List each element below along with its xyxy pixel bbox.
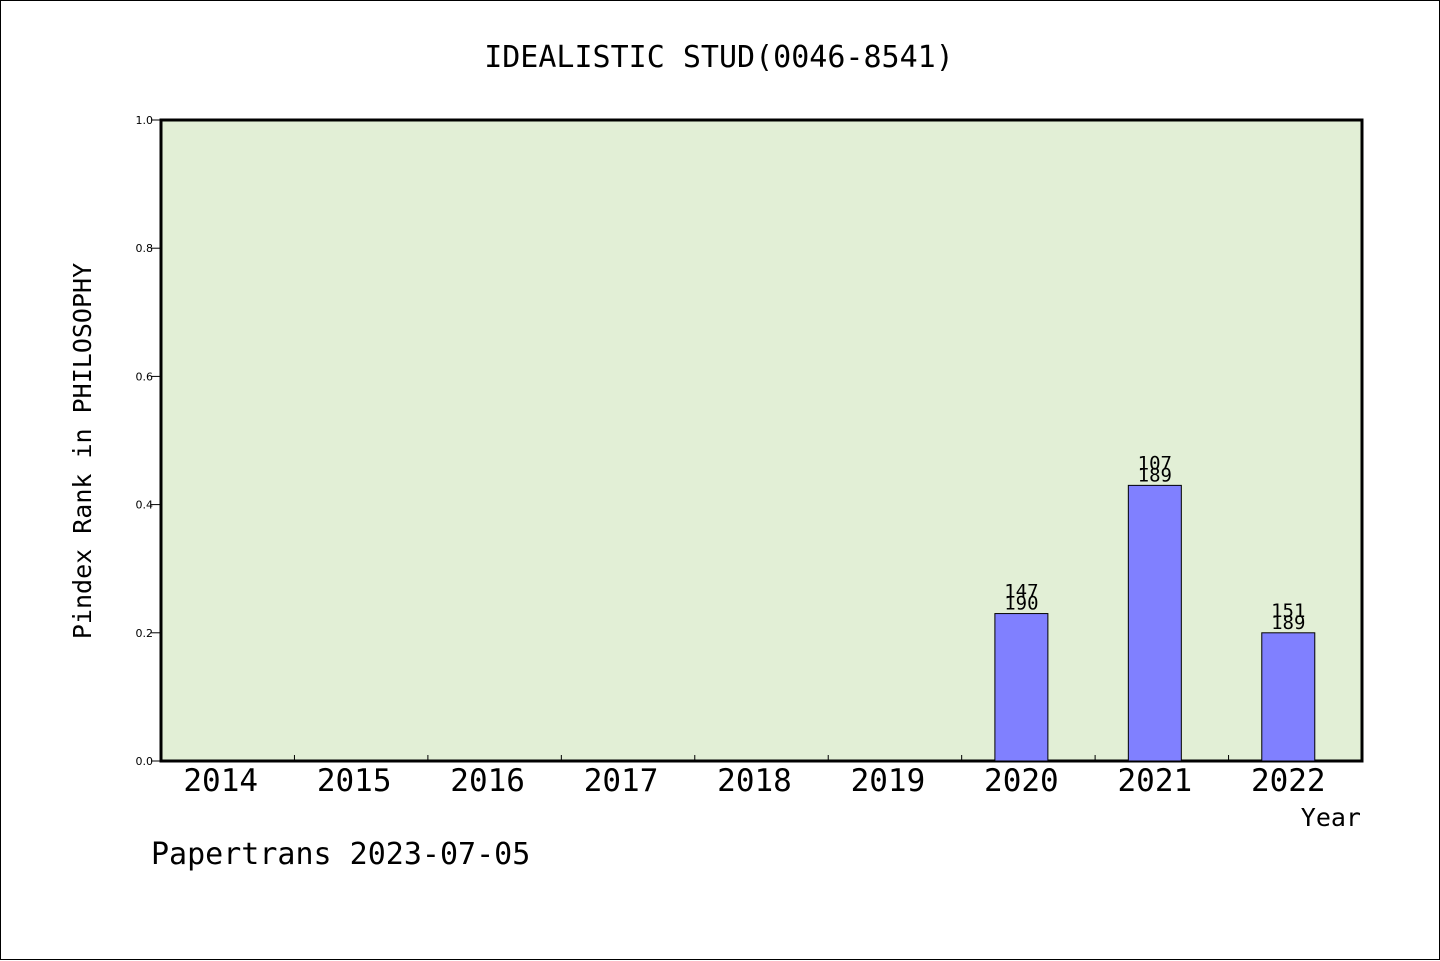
bar-label-total: 190 [1004,593,1038,615]
x-tick-label: 2015 [317,763,392,799]
bar-label-total: 189 [1138,464,1172,486]
y-tick-label: 0.6 [136,370,154,383]
bar-2020 [994,613,1049,762]
x-tick-label: 2020 [984,763,1059,799]
y-tick-label: 0.0 [136,755,154,768]
bar-label-total: 189 [1271,612,1305,634]
y-tick-label: 0.2 [136,627,154,640]
x-tick-label: 2014 [183,763,258,799]
bar-label-rank: 151 [1271,600,1305,622]
y-tick-label: 0.8 [136,242,154,255]
x-tick-label: 2018 [717,763,792,799]
x-axis: 2014 2015 2016 2017 2018 2019 2020 2021 2022 [183,755,1326,799]
bar-2021 [1127,484,1182,762]
bar-2022 [1261,632,1316,762]
plot-area [159,118,1364,763]
y-axis: 0.0 0.2 0.4 0.6 0.8 1.0 [136,114,161,768]
x-tick-label: 2016 [450,763,525,799]
x-tick-label: 2017 [584,763,659,799]
bar-label-rank: 147 [1004,581,1038,603]
x-tick-label: 2022 [1251,763,1326,799]
watermark-text: Papertrans 2023-07-05 [151,837,530,872]
x-tick-label: 2021 [1118,763,1193,799]
y-axis-label: Pindex Rank in PHILOSOPHY [68,263,97,639]
y-tick-label: 1.0 [136,114,154,127]
y-tick-label: 0.4 [136,499,154,512]
x-tick-label: 2019 [851,763,926,799]
chart-title: IDEALISTIC STUD(0046-8541) [484,40,954,75]
bar-label-rank: 107 [1138,452,1172,474]
x-axis-label: Year [1301,803,1361,832]
